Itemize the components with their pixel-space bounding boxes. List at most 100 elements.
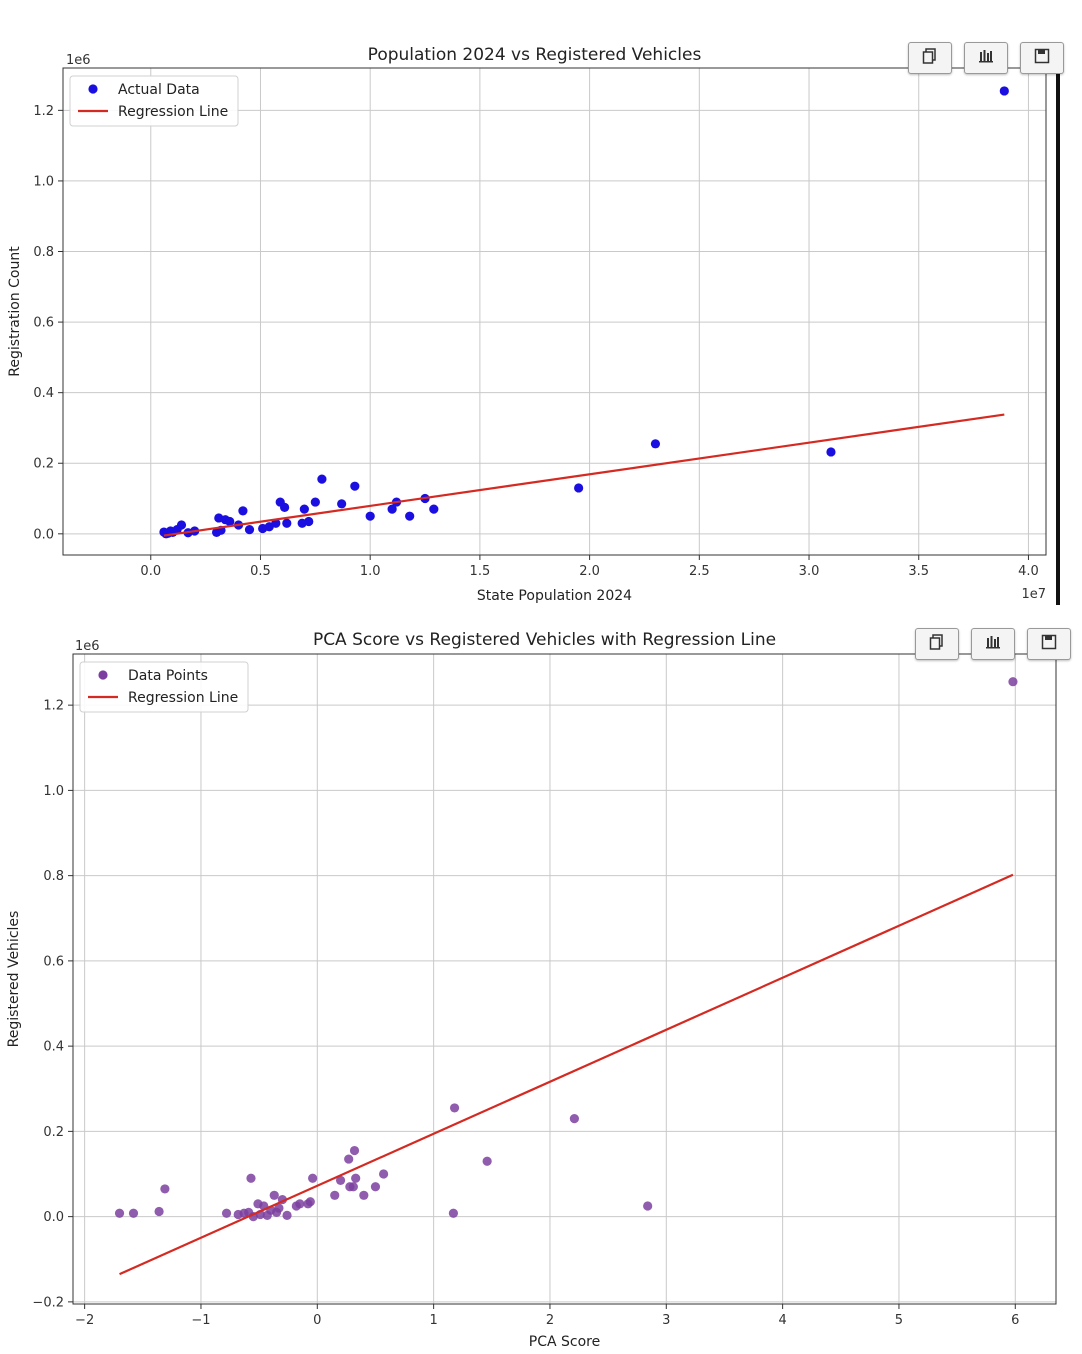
chart-icon <box>984 633 1002 655</box>
x-tick-label: 4 <box>778 1313 786 1328</box>
data-point <box>448 1208 459 1218</box>
data-point <box>429 504 439 514</box>
data-point <box>348 1182 358 1192</box>
plot-area <box>63 68 1046 555</box>
x-tick-label: 1.0 <box>360 564 381 579</box>
y-tick-label: 1.0 <box>43 784 64 799</box>
data-point <box>310 497 320 507</box>
regression-line <box>119 873 1014 1276</box>
data-point <box>280 502 290 512</box>
x-tick-label: 4.0 <box>1018 564 1039 579</box>
legend-label: Regression Line <box>128 690 238 706</box>
chart-title: PCA Score vs Registered Vehicles with Re… <box>313 630 776 650</box>
data-point <box>1008 677 1018 687</box>
data-point <box>176 520 187 530</box>
y-tick-label: −0.2 <box>32 1295 64 1310</box>
data-point <box>154 1206 164 1217</box>
data-point <box>449 1103 460 1113</box>
x-tick-label: 3 <box>662 1313 670 1328</box>
x-tick-label: 1 <box>429 1313 437 1328</box>
y-tick-label: 1.0 <box>33 174 54 189</box>
y-tick-label: 0.8 <box>33 245 54 260</box>
data-point <box>387 504 397 514</box>
data-point <box>379 1169 389 1179</box>
chart-icon <box>977 47 995 69</box>
data-point <box>337 499 347 509</box>
data-point <box>238 506 248 516</box>
legend: Data Points Regression Line <box>79 661 249 713</box>
data-point <box>317 474 327 484</box>
save-icon <box>1040 633 1058 655</box>
x-tick-label: 6 <box>1011 1313 1019 1328</box>
data-point <box>643 1201 653 1211</box>
chart-toolbar-top <box>908 42 1064 74</box>
y-tick-label: 0.4 <box>43 1040 64 1055</box>
x-tick-label: 2 <box>546 1313 554 1328</box>
y-offset-label: 1e6 <box>66 53 91 68</box>
data-point <box>269 1190 279 1200</box>
data-point <box>305 1197 315 1207</box>
legend-label: Actual Data <box>118 82 200 98</box>
data-point <box>282 518 292 528</box>
y-offset-label: 1e6 <box>75 639 100 654</box>
data-point <box>160 1184 170 1194</box>
data-point <box>274 1203 284 1213</box>
data-point <box>244 524 255 535</box>
axes-frame <box>62 67 1047 556</box>
regression-line <box>163 413 1005 537</box>
x-axis-label: PCA Score <box>529 1334 600 1350</box>
save-button[interactable] <box>1027 628 1071 660</box>
data-point <box>344 1154 354 1164</box>
y-tick-label: 0.2 <box>33 457 54 472</box>
legend-box <box>69 75 239 127</box>
x-tick-label: −2 <box>75 1313 94 1328</box>
axes-frame <box>72 653 1057 1305</box>
x-tick-label: 3.5 <box>908 564 929 579</box>
x-tick-label: −1 <box>191 1313 210 1328</box>
data-point <box>335 1175 346 1185</box>
legend-marker-swatch <box>98 670 108 680</box>
copy-button[interactable] <box>915 628 959 660</box>
data-point <box>650 439 661 449</box>
data-point <box>351 1173 361 1183</box>
data-point <box>330 1190 340 1200</box>
data-point <box>225 516 235 527</box>
data-point <box>365 511 375 521</box>
y-tick-label: 0.6 <box>33 316 54 331</box>
copy-icon <box>921 47 939 69</box>
x-tick-label: 5 <box>895 1313 903 1328</box>
legend-box <box>79 661 249 713</box>
y-tick-label: 0.4 <box>33 386 54 401</box>
chart-toolbar-bottom <box>915 628 1071 660</box>
save-icon <box>1033 47 1051 69</box>
data-point <box>349 1145 360 1156</box>
y-tick-label: 1.2 <box>33 104 54 119</box>
chart-1: 0.0 0.5 1.0 1.5 2.0 2.5 3.0 3.5 4.0 0.0 0.2 0.4 0.6 0… <box>7 45 1047 604</box>
data-point <box>114 1208 125 1218</box>
chart-title: Population 2024 vs Registered Vehicles <box>368 45 702 65</box>
y-tick-label: 0.6 <box>43 954 64 969</box>
x-tick-label: 0.0 <box>140 564 161 579</box>
y-axis-label: Registration Count <box>7 246 23 377</box>
data-point <box>370 1182 381 1192</box>
save-button[interactable] <box>1020 42 1064 74</box>
data-point <box>574 483 584 493</box>
y-tick-label: 1.2 <box>43 699 64 714</box>
y-tick-label: 0.2 <box>43 1125 64 1140</box>
chart-button[interactable] <box>971 628 1015 660</box>
data-point <box>221 1208 232 1218</box>
data-point <box>826 447 836 457</box>
data-point <box>299 504 309 514</box>
data-point <box>304 516 314 527</box>
data-point <box>359 1190 369 1200</box>
y-tick-label: 0.0 <box>33 527 54 542</box>
y-tick-label: 0.8 <box>43 869 64 884</box>
plot-area <box>73 654 1056 1304</box>
x-tick-label: 3.0 <box>799 564 820 579</box>
copy-button[interactable] <box>908 42 952 74</box>
chart-button[interactable] <box>964 42 1008 74</box>
legend: Actual Data Regression Line <box>69 75 239 127</box>
x-offset-label: 1e7 <box>1021 587 1046 602</box>
